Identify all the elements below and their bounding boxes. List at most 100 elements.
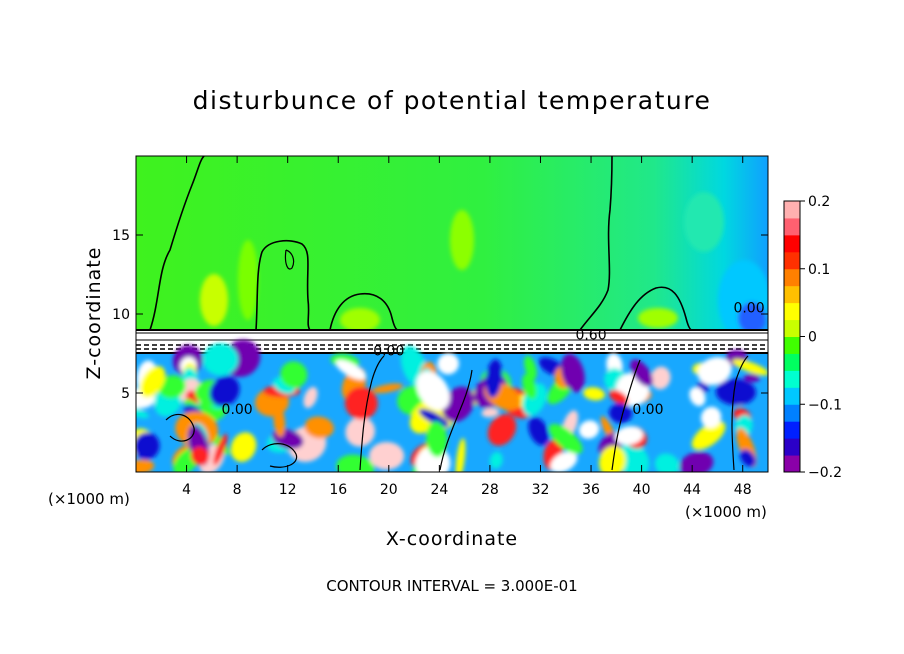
turbulence-blob (548, 423, 583, 454)
positive-anomaly-patch (340, 308, 380, 332)
positive-anomaly-patch (450, 210, 474, 270)
y-tick-label: 5 (121, 386, 130, 402)
colorbar-swatch (784, 234, 800, 253)
turbulence-blob (273, 405, 286, 438)
contour-line (149, 156, 693, 331)
turbulence-blob (697, 357, 732, 386)
turbulence-blob (524, 355, 537, 380)
turbulence-blob (609, 389, 629, 405)
colorbar-swatch (784, 302, 800, 321)
turbulence-blob (344, 386, 378, 420)
colorbar-swatch (784, 217, 800, 236)
contour-label: 0.00 (632, 402, 663, 418)
colorbar-swatch (784, 336, 800, 354)
colorbar-swatch (784, 404, 800, 422)
turbulence-blob (650, 366, 671, 390)
y-tick-label: 15 (112, 228, 130, 244)
colorbar-swatch (784, 201, 800, 219)
turbulence-blob (583, 387, 606, 401)
contour-line (165, 355, 749, 471)
turbulence-blob (630, 359, 653, 387)
contour-label: 0.00 (222, 402, 253, 418)
colorbar-swatch (784, 353, 800, 371)
colorbar-tick-label: 0.2 (808, 194, 830, 210)
x-tick-label: 32 (532, 482, 550, 498)
contour-label: 0.60 (575, 328, 606, 344)
negative-anomaly-patch (684, 192, 724, 252)
colorbar-ticks: 0.2 0.1 0 −0.1 −0.2 (800, 194, 842, 481)
x-tick-label: 28 (481, 482, 499, 498)
turbulence-blob (740, 449, 756, 467)
turbulence-blob (418, 408, 449, 428)
x-tick-label: 36 (582, 482, 600, 498)
turbulence-blob (437, 353, 459, 375)
colorbar-swatch (784, 251, 800, 270)
turbulence-blob (213, 433, 228, 466)
turbulence-blob (654, 453, 680, 472)
turbulence-blob (158, 375, 186, 399)
turbulence-field (136, 339, 768, 472)
y-tick-label: 10 (112, 307, 130, 323)
turbulence-blob (455, 437, 466, 472)
turbulence-blob (303, 386, 318, 409)
turbulence-blob (345, 416, 375, 447)
colorbar-tick-label: −0.2 (808, 465, 842, 481)
turbulence-blob (715, 378, 756, 406)
turbulence-blob (336, 454, 375, 472)
turbulence-blob (140, 365, 166, 398)
turbulence-blob (230, 432, 257, 462)
positive-anomaly-patch (238, 240, 258, 320)
chart-title: disturbunce of potential temperature (192, 86, 712, 115)
turbulence-blob (372, 383, 403, 394)
colorbar-swatch (784, 370, 800, 388)
turbulence-blob (190, 446, 210, 466)
turbulence-blob (136, 432, 160, 460)
turbulence-blob (561, 353, 585, 393)
plot-area (136, 156, 768, 472)
turbulence-blob (304, 416, 334, 439)
turbulence-blob (528, 417, 549, 446)
colorbar-tick-label: 0.1 (808, 262, 830, 278)
negative-anomaly-patch (738, 302, 766, 334)
turbulence-blob (487, 414, 517, 446)
colorbar-swatch (784, 387, 800, 405)
colorbar-swatch (784, 438, 800, 456)
colorbar-swatch (784, 421, 800, 439)
positive-anomaly-patch (638, 308, 678, 328)
turbulence-blob (578, 420, 600, 439)
turbulence-blob (416, 371, 450, 411)
turbulence-blob (489, 452, 503, 469)
x-tick-label: 48 (734, 482, 752, 498)
turbulence-blob (609, 403, 633, 424)
x-tick-label: 12 (279, 482, 297, 498)
contour-line (284, 249, 295, 270)
turbulence-blob (691, 420, 726, 450)
turbulence-blob (522, 373, 537, 400)
turbulence-blob (744, 373, 760, 383)
colorbar-swatch (784, 285, 800, 304)
x-axis-label: X-coordinate (385, 528, 519, 550)
x-tick-label: 40 (633, 482, 651, 498)
colorbar-tick-label: 0 (808, 330, 817, 346)
turbulence-blob (700, 406, 722, 429)
positive-anomaly-patch (200, 274, 228, 326)
turbulence-blob (280, 361, 308, 389)
x-tick-label: 16 (329, 482, 347, 498)
x-tick-label: 8 (233, 482, 242, 498)
y-axis-label: Z-coordinate (83, 246, 105, 380)
contour-labels: 0.00 0.60 0.00 0.00 0.00 (222, 301, 765, 418)
x-tick-label: 24 (430, 482, 448, 498)
turbulence-blob (426, 421, 448, 457)
x-unit-label: (×1000 m) (685, 503, 767, 521)
turbulence-blob (369, 442, 405, 470)
turbulence-blob (209, 376, 240, 407)
turbulence-blob (481, 407, 499, 418)
x-tick-label: 44 (683, 482, 701, 498)
y-axis: 5 10 15 (112, 228, 768, 402)
turbulence-blob (550, 451, 578, 472)
turbulence-blob (689, 387, 706, 407)
contour-interval-note: CONTOUR INTERVAL = 3.000E-01 (326, 577, 578, 595)
contour-label: 0.00 (373, 343, 404, 359)
colorbar-swatch (784, 455, 800, 473)
